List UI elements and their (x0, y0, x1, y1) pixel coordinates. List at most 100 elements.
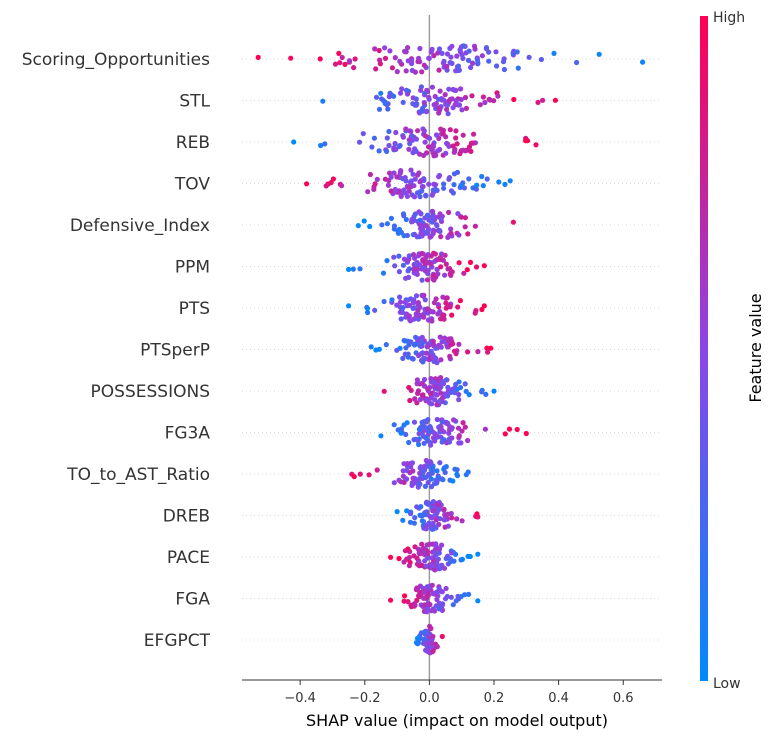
shap-point (401, 598, 407, 604)
shap-point (474, 182, 480, 188)
shap-point (446, 175, 453, 181)
shap-point (384, 148, 390, 154)
shap-point (436, 342, 442, 348)
shap-point (449, 515, 455, 521)
shap-point (434, 402, 440, 408)
shap-point (440, 437, 446, 443)
x-tick-label: −0.4 (284, 691, 316, 706)
shap-point (404, 420, 410, 426)
shap-point (426, 592, 432, 598)
shap-point (430, 508, 436, 514)
shap-point (415, 172, 421, 178)
shap-point (404, 193, 410, 199)
shap-point (481, 303, 487, 309)
shap-point (391, 422, 397, 428)
shap-point (339, 54, 345, 61)
shap-point (416, 441, 422, 448)
shap-point (342, 61, 348, 67)
shap-point (411, 194, 418, 200)
shap-point (431, 379, 437, 385)
shap-point (435, 502, 441, 508)
shap-point (444, 106, 450, 112)
shap-point (418, 513, 424, 519)
shap-point (459, 107, 465, 113)
shap-point (444, 67, 450, 73)
shap-point (429, 215, 435, 221)
shap-point (424, 306, 430, 312)
shap-point (535, 99, 541, 105)
shap-point (465, 231, 471, 237)
shap-point (346, 58, 353, 64)
shap-point (430, 309, 436, 315)
shap-point (444, 140, 450, 146)
shap-point (406, 188, 412, 194)
shap-point (442, 469, 448, 476)
shap-point (428, 608, 434, 614)
shap-point (367, 171, 373, 178)
shap-point (388, 554, 394, 560)
shap-point (438, 357, 444, 363)
shap-point (421, 602, 428, 608)
shap-point (432, 567, 438, 573)
shap-point (396, 143, 402, 150)
shap-point (486, 49, 492, 55)
shap-point (456, 391, 462, 398)
shap-point (437, 256, 443, 263)
shap-point (469, 93, 475, 99)
shap-point (496, 179, 502, 185)
shap-point (400, 355, 406, 361)
shap-point (458, 214, 464, 220)
shap-point (438, 375, 444, 381)
shap-point (371, 135, 377, 141)
shap-point (448, 594, 454, 600)
shap-point (400, 517, 406, 523)
shap-point (442, 272, 448, 278)
shap-point (415, 438, 421, 444)
shap-point (477, 102, 483, 108)
shap-point (466, 591, 472, 598)
shap-point (429, 640, 435, 647)
shap-point (479, 173, 485, 180)
shap-point (356, 139, 363, 145)
shap-point (415, 302, 422, 308)
shap-point (382, 100, 388, 107)
shap-point (411, 520, 417, 526)
shap-point (428, 395, 434, 401)
shap-point (430, 187, 436, 193)
shap-point (436, 172, 443, 179)
points-layer (255, 43, 646, 656)
shap-point (413, 136, 419, 142)
shap-point (461, 270, 467, 276)
shap-point (422, 133, 428, 139)
shap-point (419, 69, 425, 75)
shap-point (374, 467, 380, 473)
shap-point (426, 181, 432, 187)
shap-point (453, 381, 459, 387)
shap-point (378, 96, 385, 102)
shap-point (423, 254, 429, 261)
shap-point (407, 302, 413, 308)
shap-point (467, 259, 474, 265)
shap-point (448, 510, 454, 517)
shap-point (433, 296, 439, 302)
shap-point (373, 94, 380, 100)
shap-point (440, 131, 446, 137)
shap-point (432, 563, 438, 569)
shap-point (446, 427, 453, 433)
shap-point (462, 424, 468, 430)
shap-point (360, 131, 366, 137)
shap-point (434, 596, 440, 603)
shap-point (523, 138, 529, 144)
shap-point (551, 50, 557, 57)
shap-point (485, 349, 491, 355)
shap-point (475, 349, 481, 355)
shap-point (372, 307, 378, 313)
shap-point (430, 648, 436, 654)
shap-point (408, 339, 414, 345)
shap-point (448, 54, 454, 60)
shap-point (414, 377, 420, 383)
shap-point (382, 45, 388, 51)
shap-point (402, 475, 408, 481)
shap-point (431, 228, 437, 234)
shap-point (552, 97, 559, 103)
